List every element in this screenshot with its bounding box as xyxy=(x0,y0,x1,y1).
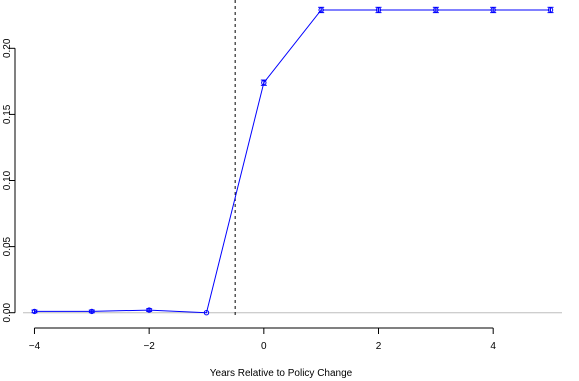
series-layer xyxy=(31,6,554,316)
x-tick-label: 2 xyxy=(376,341,382,352)
x-tick-label: −4 xyxy=(29,341,41,352)
data-point xyxy=(146,307,152,313)
y-tick-label: 0.05 xyxy=(2,236,13,256)
y-tick-label: 0.20 xyxy=(2,38,13,58)
x-tick-label: 0 xyxy=(261,341,267,352)
y-tick-label: 0.15 xyxy=(2,104,13,124)
series-line xyxy=(34,9,551,314)
y-tick-label: 0.00 xyxy=(2,303,13,323)
data-point xyxy=(318,7,324,13)
data-point xyxy=(375,7,382,13)
axes: −4 −2 0 2 4 0.00 0.05 0.10 0.15 0.20 xyxy=(2,38,496,352)
x-axis-title: Years Relative to Policy Change xyxy=(210,368,353,379)
data-point xyxy=(31,308,38,315)
data-point xyxy=(89,308,95,315)
x-tick-label: 4 xyxy=(490,341,496,352)
x-tick-label: −2 xyxy=(143,341,155,352)
reference-lines xyxy=(23,0,562,318)
data-point xyxy=(261,79,267,86)
data-point xyxy=(433,7,439,13)
data-point xyxy=(547,7,554,13)
data-point xyxy=(490,7,496,13)
data-point xyxy=(203,310,210,316)
y-tick-label: 0.10 xyxy=(2,170,13,190)
